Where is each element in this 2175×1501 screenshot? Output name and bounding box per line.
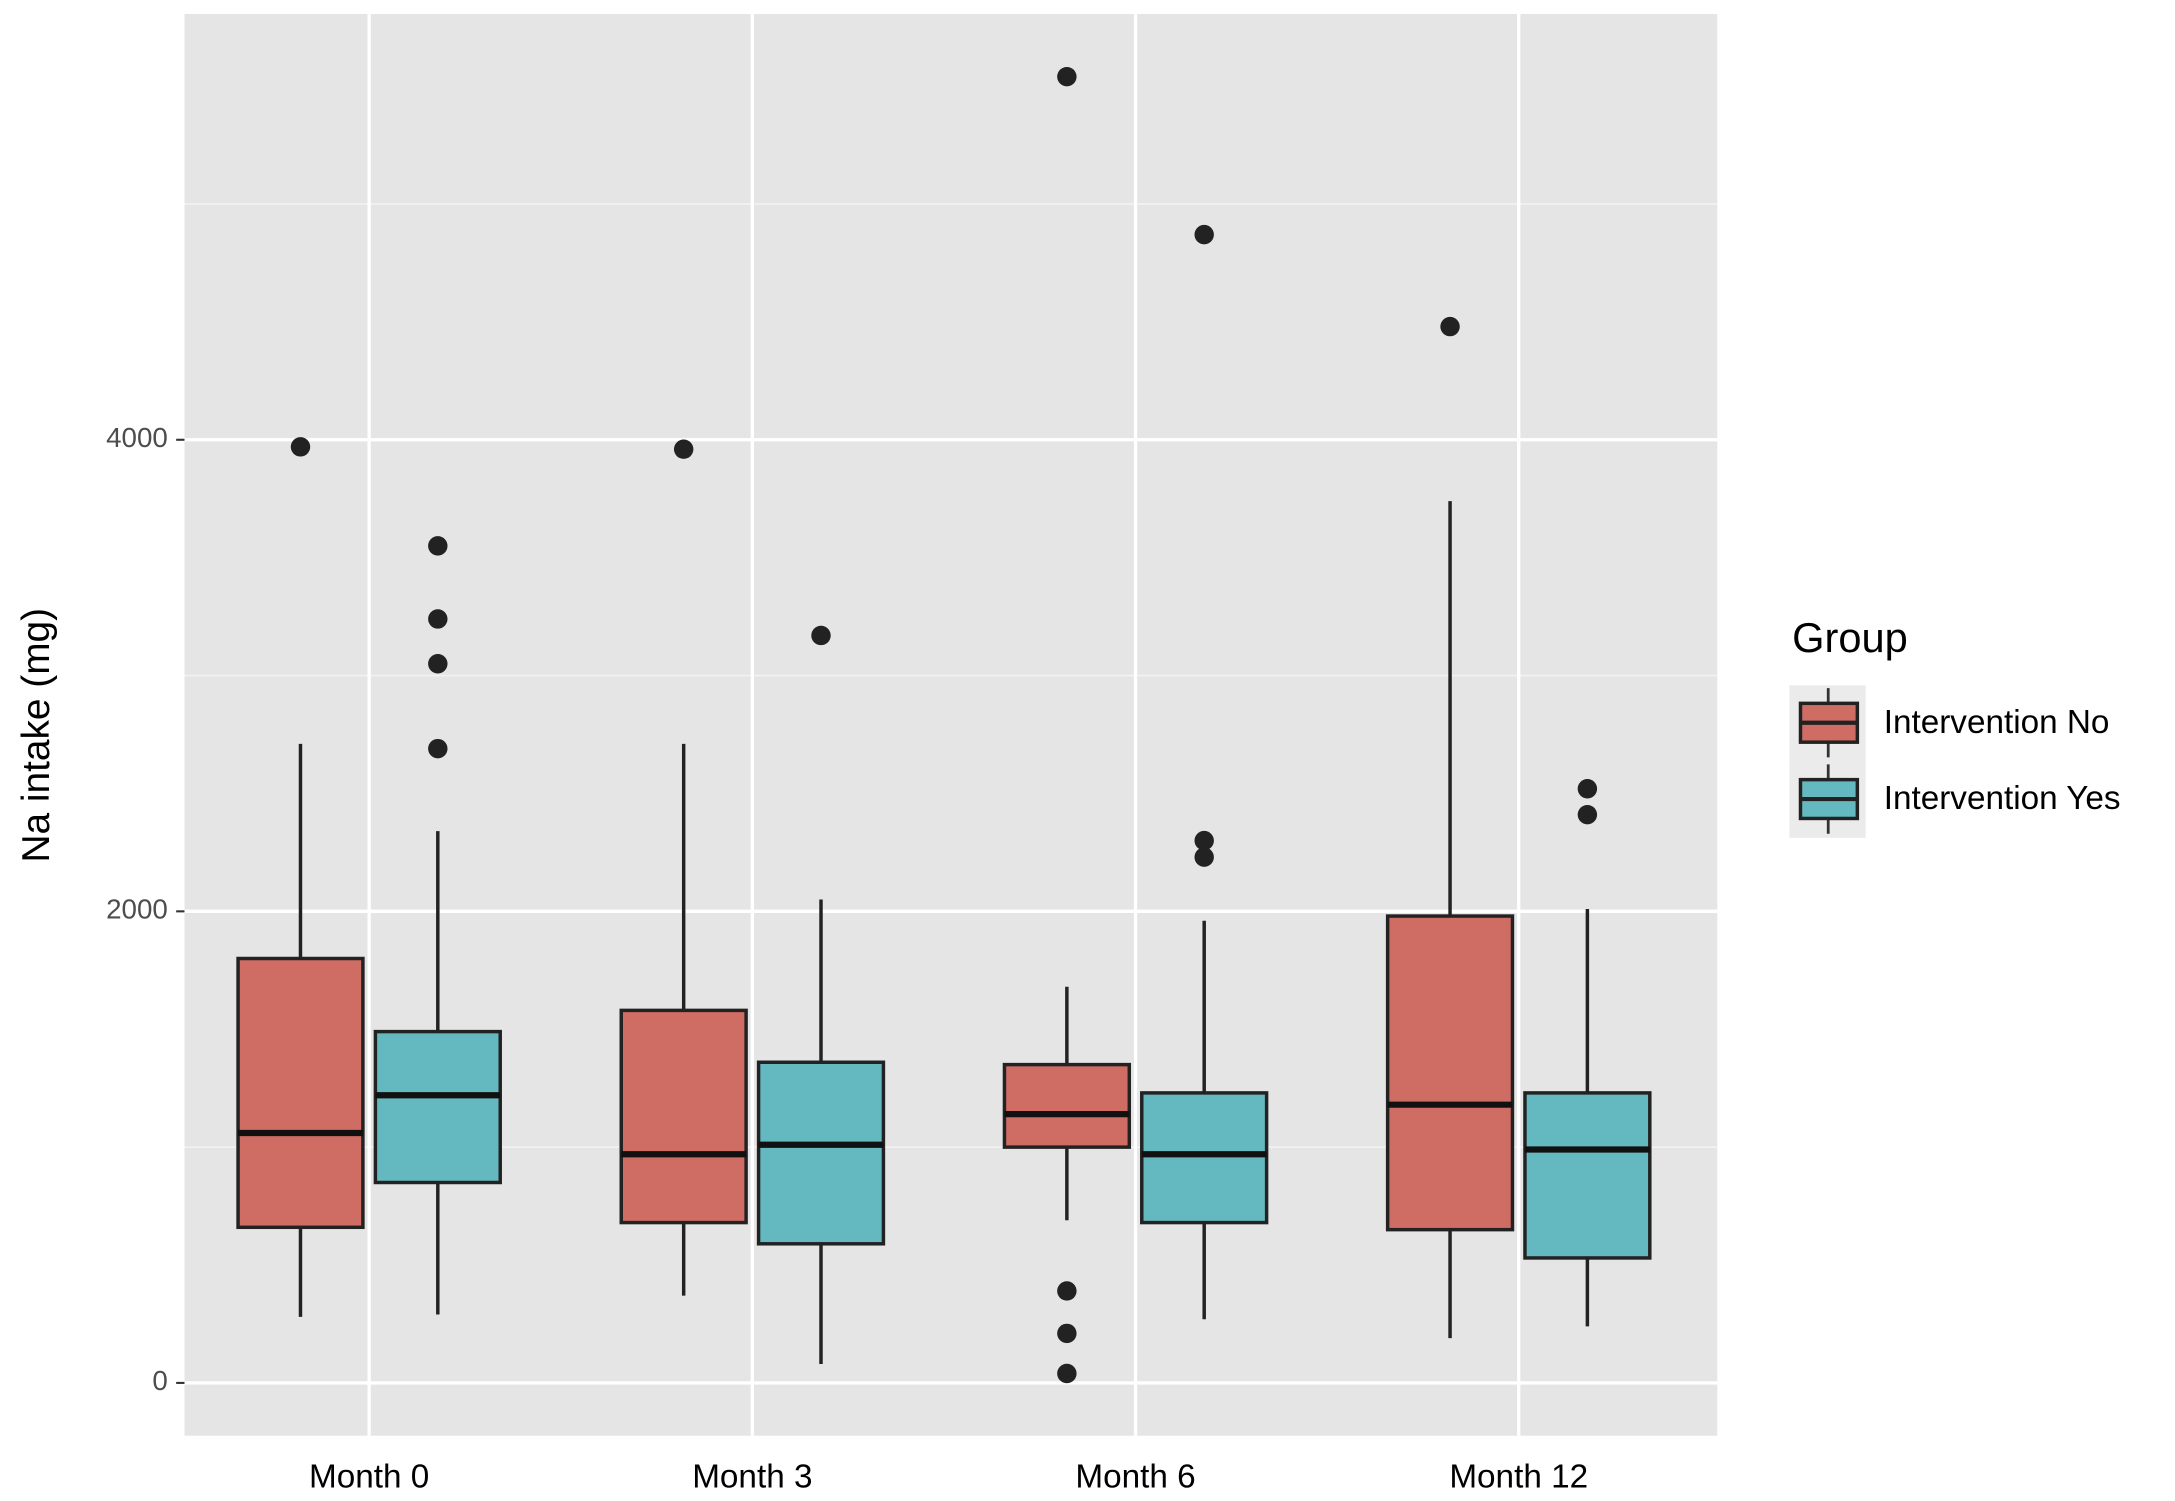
x-tick-label: Month 3 <box>692 1459 812 1496</box>
y-tick-label: 4000 <box>106 422 168 453</box>
marks <box>236 66 1652 1384</box>
outlier <box>1577 779 1598 799</box>
box <box>619 1008 748 1225</box>
box <box>1385 914 1515 1232</box>
legend-title: Group <box>1792 614 1908 661</box>
outlier <box>811 625 831 646</box>
outlier <box>1440 316 1460 337</box>
legend: Intervention No Intervention Yes <box>1789 685 2121 838</box>
outlier <box>1057 1363 1077 1384</box>
box-group <box>1385 316 1515 1339</box>
outlier <box>1194 830 1214 851</box>
box-group <box>1140 224 1269 1320</box>
outlier <box>1057 1323 1077 1344</box>
outlier <box>428 654 448 674</box>
x-tick-label: Month 0 <box>309 1459 429 1496</box>
box <box>373 1029 502 1185</box>
outlier <box>1057 66 1077 87</box>
outlier <box>1194 847 1214 867</box>
box-group <box>373 536 502 1315</box>
legend-label: Intervention Yes <box>1884 780 2121 817</box>
x-tick-label: Month 12 <box>1449 1459 1588 1496</box>
box-group <box>756 625 886 1365</box>
outlier <box>428 609 448 629</box>
outlier <box>428 738 448 759</box>
box <box>1002 1062 1132 1149</box>
box <box>1140 1091 1269 1225</box>
outlier <box>673 439 694 459</box>
outlier <box>1577 804 1598 825</box>
box-group <box>236 437 365 1317</box>
y-tick-label: 0 <box>152 1365 167 1396</box>
box <box>1523 1091 1652 1260</box>
outlier <box>290 437 311 457</box>
legend-label: Intervention No <box>1884 704 2110 741</box>
outlier <box>1194 224 1214 245</box>
outlier <box>1057 1281 1077 1301</box>
box-group <box>619 439 748 1296</box>
box <box>236 956 365 1230</box>
box-group <box>1002 66 1132 1384</box>
y-axis-title: Na intake (mg) <box>15 608 58 863</box>
y-tick-label: 2000 <box>106 894 168 925</box>
grid: 0 2000 4000 Month 0 Month 3 Month 6 Month 12 <box>106 13 1718 1496</box>
box <box>756 1060 886 1246</box>
outlier <box>428 536 448 556</box>
box-group <box>1523 779 1652 1327</box>
x-tick-label: Month 6 <box>1075 1459 1195 1496</box>
